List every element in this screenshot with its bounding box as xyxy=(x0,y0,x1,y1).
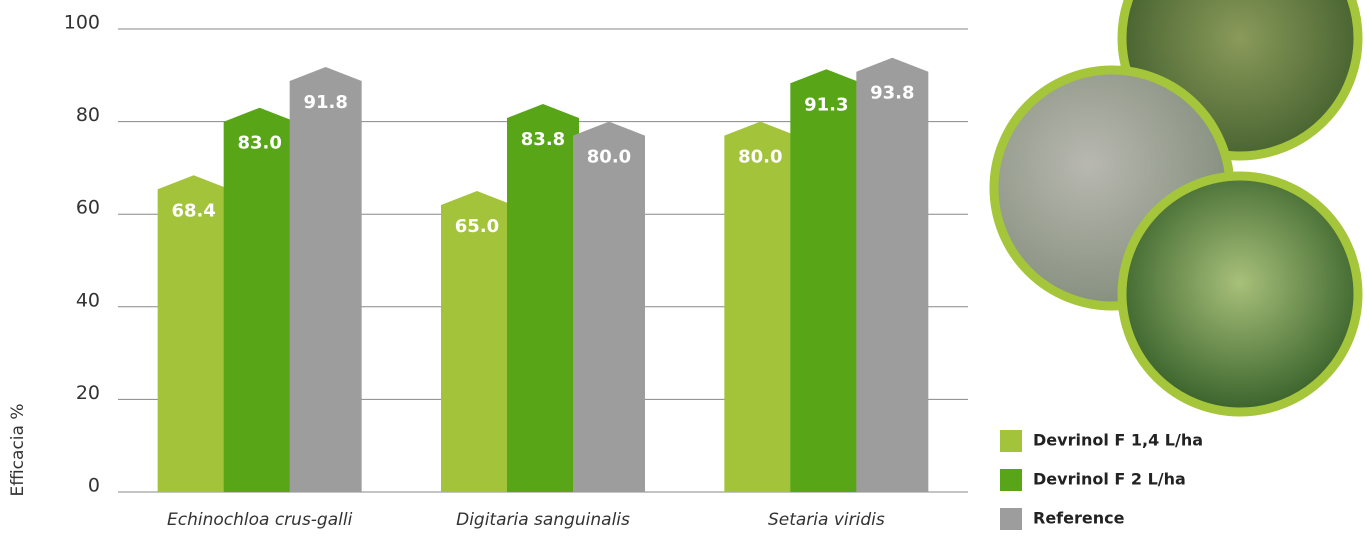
data-label: 65.0 xyxy=(455,216,499,237)
bar xyxy=(289,66,362,492)
x-tick-label: Echinochloa crus-galli xyxy=(167,510,353,530)
bar xyxy=(157,175,230,493)
legend-swatch xyxy=(1000,469,1022,491)
bar xyxy=(441,191,513,493)
legend-swatch xyxy=(1000,508,1022,530)
y-tick-label: 40 xyxy=(76,289,100,311)
legend-label: Devrinol F 2 L/ha xyxy=(1033,470,1186,489)
data-label: 80.0 xyxy=(587,147,631,168)
legend-label: Reference xyxy=(1033,509,1125,528)
photo xyxy=(1117,171,1363,417)
y-tick-label: 60 xyxy=(76,197,100,219)
bar xyxy=(507,104,579,493)
data-label: 68.4 xyxy=(171,200,215,221)
photos xyxy=(989,0,1363,417)
data-label: 80.0 xyxy=(738,147,782,168)
data-label: 83.0 xyxy=(237,133,281,154)
legend-label: Devrinol F 1,4 L/ha xyxy=(1033,431,1203,450)
data-label: 93.8 xyxy=(870,83,914,104)
legend-swatch xyxy=(1000,430,1022,452)
x-tick-label: Digitaria sanguinalis xyxy=(456,510,630,530)
y-tick-label: 0 xyxy=(88,475,100,497)
bar xyxy=(223,107,296,493)
data-label: 91.3 xyxy=(804,94,848,115)
data-label: 91.8 xyxy=(303,92,347,113)
y-tick-label: 80 xyxy=(76,104,100,126)
y-tick-label: 100 xyxy=(64,12,100,34)
bar xyxy=(724,121,797,492)
data-label: 83.8 xyxy=(521,129,565,150)
x-tick-label: Setaria viridis xyxy=(768,510,885,530)
bar xyxy=(790,69,863,492)
y-axis-label: Efficacia % xyxy=(8,404,28,497)
bar xyxy=(856,57,929,493)
bar xyxy=(573,121,645,492)
y-tick-label: 20 xyxy=(76,382,100,404)
